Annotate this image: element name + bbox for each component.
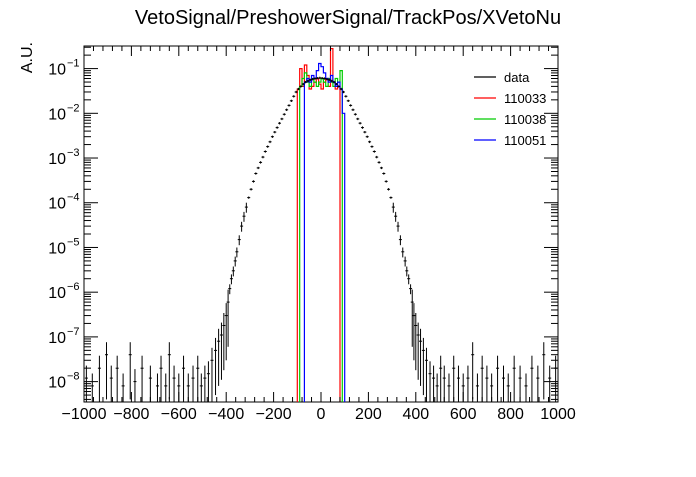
x-tick-label: 200 <box>355 406 382 423</box>
x-tick-label: −200 <box>256 406 292 423</box>
legend-entry-data: data <box>474 70 530 85</box>
y-tick-label-exponent: −7 <box>67 326 80 338</box>
y-tick-label-exponent: −5 <box>67 236 80 248</box>
legend-label: data <box>504 70 530 85</box>
y-axis-label: A.U. <box>19 42 36 73</box>
x-tick-label: 0 <box>317 406 326 423</box>
y-tick-label: 10 <box>48 62 66 79</box>
plot-frame <box>83 45 559 403</box>
y-tick-label-exponent: −3 <box>67 147 80 159</box>
legend-label: 110051 <box>504 133 546 148</box>
y-tick-label-exponent: −2 <box>67 102 80 114</box>
legend-entry-110051: 110051 <box>474 133 546 148</box>
x-tick-label: −400 <box>208 406 244 423</box>
x-tick-label: 600 <box>450 406 477 423</box>
legend: data 110033 110038 110051 <box>474 70 546 148</box>
legend-entry-110033: 110033 <box>474 91 546 106</box>
y-tick-label-exponent: −1 <box>67 58 80 70</box>
x-tick-label: 800 <box>497 406 524 423</box>
data-layer <box>84 48 558 402</box>
legend-entry-110038: 110038 <box>474 112 546 127</box>
legend-label: 110033 <box>504 91 546 106</box>
y-tick-label: 10 <box>48 240 66 257</box>
series-line-110038 <box>299 70 343 402</box>
series-line-110051 <box>303 62 346 402</box>
y-tick-label-exponent: −6 <box>67 281 80 293</box>
y-tick-label: 10 <box>48 285 66 302</box>
x-tick-label: 400 <box>402 406 429 423</box>
x-tick-label: −800 <box>113 406 149 423</box>
x-tick-label: −1000 <box>62 406 107 423</box>
series-points-data <box>84 76 558 402</box>
y-tick-label-exponent: −8 <box>67 371 80 383</box>
y-tick-label: 10 <box>48 375 66 392</box>
legend-label: 110038 <box>504 112 546 127</box>
y-tick-label: 10 <box>48 151 66 168</box>
x-tick-label: −600 <box>161 406 197 423</box>
axis-layer: −1000 −800 −600 −400 −200 0 200 400 600 800 1000 10… <box>48 46 576 423</box>
chart-title: VetoSignal/PreshowerSignal/TrackPos/XVet… <box>135 7 561 29</box>
x-tick-label: 1000 <box>540 406 576 423</box>
y-tick-label-exponent: −4 <box>67 192 80 204</box>
y-tick-label: 10 <box>48 196 66 213</box>
y-tick-label: 10 <box>48 330 66 347</box>
series-line-110033 <box>296 48 341 402</box>
y-tick-label: 10 <box>48 106 66 123</box>
